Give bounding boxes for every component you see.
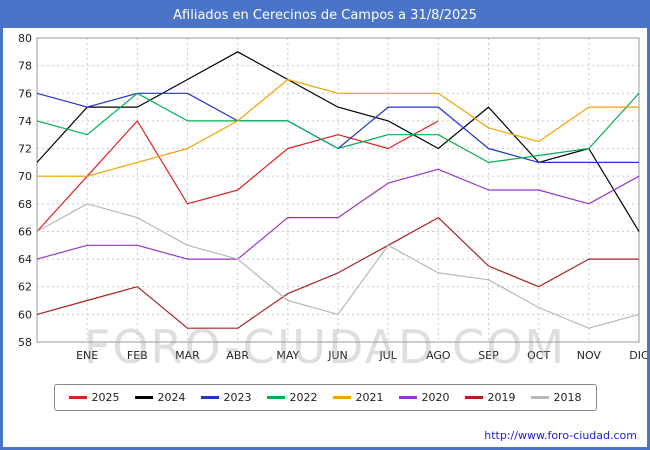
legend-swatch	[200, 396, 219, 399]
x-tick-label: AGO	[426, 349, 451, 362]
x-tick-label: NOV	[577, 349, 602, 362]
series-line-2021	[37, 78, 639, 177]
y-tick-label: 64	[18, 253, 32, 266]
legend-label: 2022	[289, 391, 318, 404]
series-line-2018	[36, 203, 640, 329]
legend-item-2023: 2023	[200, 391, 252, 404]
legend-swatch	[68, 396, 87, 399]
y-tick-label: 62	[18, 281, 32, 294]
legend-swatch	[332, 396, 351, 399]
legend-label: 2021	[355, 391, 384, 404]
legend-item-2024: 2024	[134, 391, 186, 404]
series-line-2022	[36, 92, 640, 163]
x-tick-label: MAR	[175, 349, 200, 362]
legend-swatch	[464, 396, 483, 399]
legend-swatch	[134, 396, 153, 399]
legend-item-2021: 2021	[332, 391, 384, 404]
legend-label: 2020	[421, 391, 450, 404]
legend-swatch	[266, 396, 285, 399]
y-tick-label: 58	[18, 336, 32, 349]
x-tick-label: JUN	[327, 349, 348, 362]
legend-item-2019: 2019	[464, 391, 516, 404]
y-tick-label: 72	[18, 143, 32, 156]
legend-label: 2019	[487, 391, 516, 404]
legend-item-2020: 2020	[398, 391, 450, 404]
x-tick-label: ABR	[226, 349, 249, 362]
legend-item-2025: 2025	[68, 391, 120, 404]
title-bar: Afiliados en Cerecinos de Campos a 31/8/…	[3, 3, 647, 28]
series-line-2025	[36, 120, 439, 232]
legend-item-2018: 2018	[530, 391, 582, 404]
line-chart: 58 60 62 64 66 68 70 72 74 76 78 80 ENE FEB MAR ABR MAY J…	[18, 32, 647, 362]
y-tick-label: 66	[18, 225, 32, 238]
y-tick-label: 70	[18, 170, 32, 183]
legend-label: 2025	[91, 391, 120, 404]
x-tick-label: SEP	[478, 349, 499, 362]
footer-link[interactable]: http://www.foro-ciudad.com	[484, 429, 637, 442]
legend-item-2022: 2022	[266, 391, 318, 404]
legend-label: 2018	[553, 391, 582, 404]
y-tick-label: 74	[18, 115, 32, 128]
y-tick-label: 68	[18, 198, 32, 211]
y-tick-label: 80	[18, 32, 32, 45]
x-tick-label: JUL	[378, 349, 397, 362]
plot-border	[36, 37, 640, 343]
x-tick-label: ENE	[76, 349, 98, 362]
chart-title: Afiliados en Cerecinos de Campos a 31/8/…	[173, 8, 477, 23]
x-tick-label: FEB	[127, 349, 148, 362]
legend-swatch	[530, 396, 549, 399]
y-tick-labels: 58 60 62 64 66 68 70 72 74 76 78 80	[18, 32, 32, 349]
x-tick-label: MAY	[276, 349, 299, 362]
series-line-2019	[36, 217, 639, 329]
y-tick-label: 76	[18, 87, 32, 100]
x-tick-label: DIC	[629, 349, 647, 362]
legend-label: 2024	[157, 391, 186, 404]
legend-swatch	[398, 396, 417, 399]
x-tick-labels: ENE FEB MAR ABR MAY JUN JUL AGO SEP OCT NOV DIC	[76, 349, 647, 362]
x-tick-label: OCT	[527, 349, 550, 362]
y-tick-label: 78	[18, 60, 32, 73]
chart-area: 58 60 62 64 66 68 70 72 74 76 78 80 ENE FEB MAR ABR MAY J…	[3, 28, 647, 374]
legend-label: 2023	[223, 391, 252, 404]
y-tick-label: 60	[18, 308, 32, 321]
legend: 2025 2024 2023 2022 2021 2020 2019 2018	[53, 384, 597, 411]
series-line-2020	[36, 168, 640, 260]
